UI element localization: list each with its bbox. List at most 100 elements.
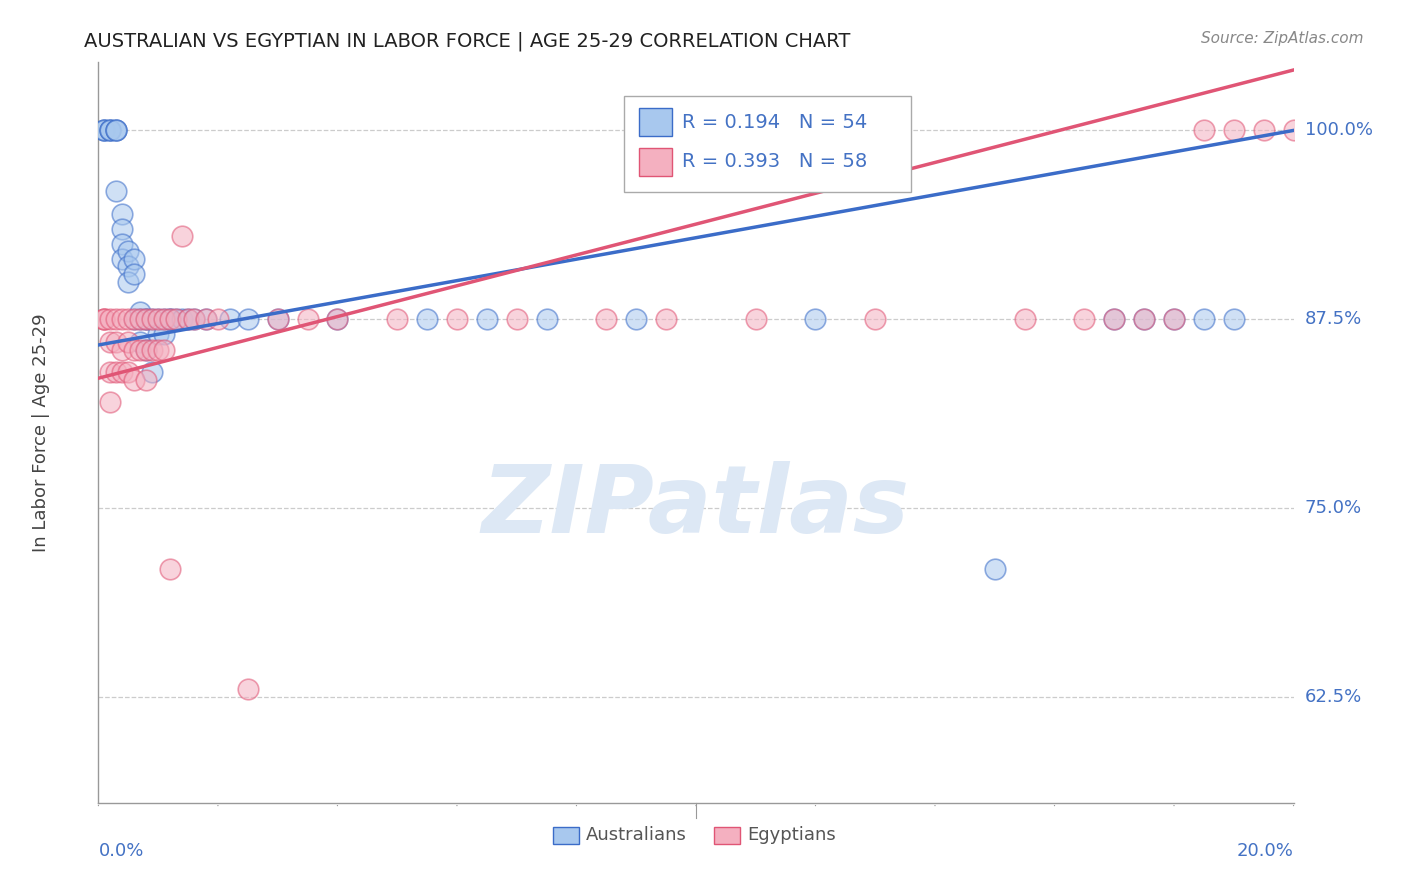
Point bbox=[219, 312, 242, 326]
Text: 100.0%: 100.0% bbox=[1305, 121, 1372, 139]
Point bbox=[105, 312, 128, 326]
Point bbox=[141, 312, 163, 326]
Point bbox=[177, 312, 200, 326]
Point bbox=[195, 312, 218, 326]
Point bbox=[98, 334, 122, 349]
Point bbox=[416, 312, 439, 326]
Point bbox=[159, 312, 181, 326]
Point bbox=[172, 312, 194, 326]
Point bbox=[124, 252, 146, 266]
Point bbox=[111, 312, 134, 326]
Point bbox=[595, 312, 617, 326]
Point bbox=[111, 343, 134, 357]
Point bbox=[111, 206, 134, 220]
Point bbox=[267, 312, 290, 326]
Point bbox=[141, 365, 163, 379]
Point bbox=[1192, 123, 1215, 137]
Point bbox=[117, 244, 139, 259]
FancyBboxPatch shape bbox=[638, 147, 672, 176]
Point bbox=[148, 327, 170, 342]
Point bbox=[117, 365, 139, 379]
Point bbox=[105, 365, 128, 379]
Point bbox=[1133, 312, 1156, 326]
Text: Source: ZipAtlas.com: Source: ZipAtlas.com bbox=[1201, 31, 1364, 46]
Point bbox=[153, 312, 176, 326]
Text: R = 0.393   N = 58: R = 0.393 N = 58 bbox=[682, 153, 868, 171]
Point bbox=[98, 365, 122, 379]
Point bbox=[111, 236, 134, 251]
Point bbox=[105, 184, 128, 198]
Point bbox=[1253, 123, 1275, 137]
Point bbox=[159, 561, 181, 575]
Point bbox=[93, 123, 115, 137]
Point bbox=[111, 252, 134, 266]
Point bbox=[153, 343, 176, 357]
Point bbox=[105, 123, 128, 137]
Point bbox=[446, 312, 468, 326]
Point bbox=[124, 373, 146, 387]
Point bbox=[655, 312, 678, 326]
Point bbox=[1163, 312, 1185, 326]
Point bbox=[1163, 312, 1185, 326]
Point bbox=[93, 123, 115, 137]
Text: 87.5%: 87.5% bbox=[1305, 310, 1362, 328]
Point bbox=[865, 312, 887, 326]
Text: Egyptians: Egyptians bbox=[748, 826, 837, 845]
Text: 75.0%: 75.0% bbox=[1305, 500, 1362, 517]
Point bbox=[141, 312, 163, 326]
Point bbox=[1073, 312, 1095, 326]
Point bbox=[148, 343, 170, 357]
Point bbox=[98, 123, 122, 137]
Point bbox=[141, 343, 163, 357]
Point bbox=[117, 275, 139, 289]
Point bbox=[153, 327, 176, 342]
Point bbox=[506, 312, 529, 326]
Point bbox=[117, 334, 139, 349]
Text: 20.0%: 20.0% bbox=[1237, 842, 1294, 860]
Point bbox=[93, 312, 115, 326]
Point bbox=[135, 373, 157, 387]
Point bbox=[297, 312, 319, 326]
Point bbox=[135, 343, 157, 357]
Point bbox=[153, 312, 176, 326]
Point bbox=[135, 312, 157, 326]
Point bbox=[148, 312, 170, 326]
Point bbox=[804, 312, 827, 326]
Point bbox=[1192, 312, 1215, 326]
Point bbox=[236, 312, 259, 326]
Point bbox=[195, 312, 218, 326]
Point bbox=[1104, 312, 1126, 326]
Point bbox=[105, 123, 128, 137]
Point bbox=[129, 312, 152, 326]
Point bbox=[111, 365, 134, 379]
Point bbox=[93, 312, 115, 326]
Text: ZIPatlas: ZIPatlas bbox=[482, 460, 910, 553]
Point bbox=[105, 123, 128, 137]
Point bbox=[1104, 312, 1126, 326]
Point bbox=[111, 221, 134, 235]
Point bbox=[475, 312, 498, 326]
Point bbox=[1282, 123, 1305, 137]
Point bbox=[135, 312, 157, 326]
Point bbox=[385, 312, 409, 326]
Point bbox=[172, 229, 194, 244]
Point bbox=[105, 334, 128, 349]
Point bbox=[159, 312, 181, 326]
Point bbox=[124, 312, 146, 326]
FancyBboxPatch shape bbox=[624, 95, 911, 192]
Point bbox=[124, 267, 146, 281]
Point bbox=[129, 312, 152, 326]
Point bbox=[267, 312, 290, 326]
Point bbox=[117, 312, 139, 326]
Point bbox=[93, 123, 115, 137]
Point bbox=[1223, 312, 1246, 326]
Point bbox=[98, 395, 122, 409]
Point bbox=[93, 312, 115, 326]
Point bbox=[98, 312, 122, 326]
Text: R = 0.194   N = 54: R = 0.194 N = 54 bbox=[682, 113, 868, 132]
Text: In Labor Force | Age 25-29: In Labor Force | Age 25-29 bbox=[32, 313, 51, 552]
Point bbox=[1223, 123, 1246, 137]
Point bbox=[165, 312, 187, 326]
Point bbox=[1014, 312, 1036, 326]
Point bbox=[326, 312, 349, 326]
